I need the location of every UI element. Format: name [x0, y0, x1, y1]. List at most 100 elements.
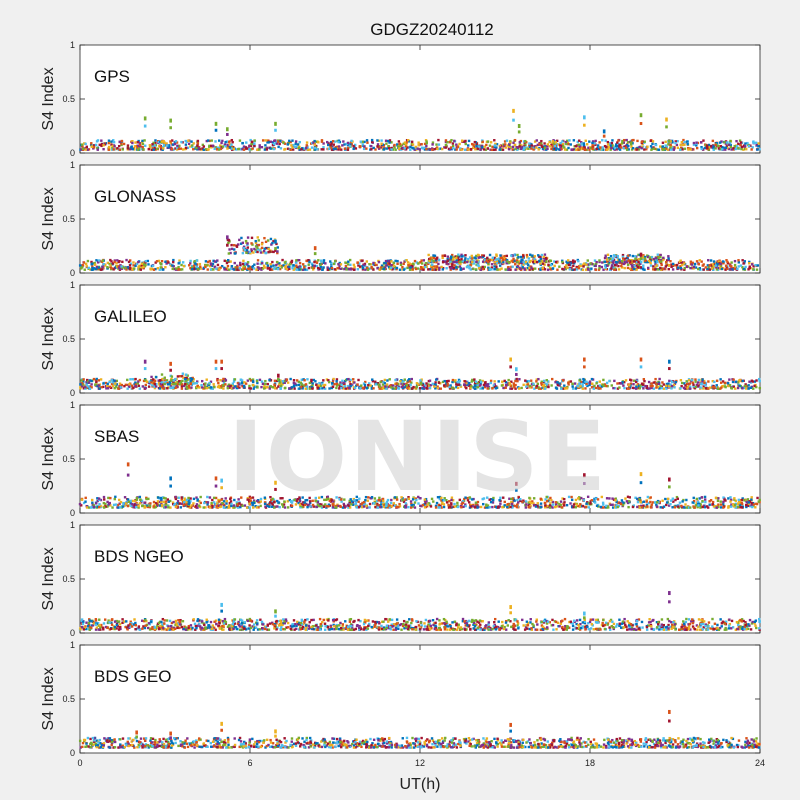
data-point: [570, 495, 573, 499]
spike-point: [583, 365, 586, 369]
data-point: [425, 142, 428, 145]
data-point: [173, 142, 177, 146]
data-point: [116, 265, 119, 268]
data-point: [467, 264, 470, 267]
data-point: [439, 382, 442, 385]
data-point: [472, 386, 475, 389]
data-point: [107, 139, 111, 142]
data-point: [719, 145, 723, 148]
data-point: [291, 139, 294, 142]
data-point: [425, 265, 428, 269]
data-point: [120, 266, 123, 269]
data-point: [201, 147, 204, 150]
data-point: [350, 139, 353, 143]
data-point: [653, 266, 657, 269]
data-point: [347, 384, 350, 388]
data-point: [298, 140, 301, 144]
data-point: [448, 385, 451, 389]
data-point: [150, 381, 153, 384]
data-point: [196, 142, 200, 145]
data-point: [612, 261, 615, 265]
data-point: [334, 146, 337, 149]
data-point: [580, 141, 583, 144]
data-point: [750, 148, 753, 151]
data-point: [540, 382, 543, 385]
data-point: [512, 504, 516, 507]
data-point: [213, 260, 217, 263]
data-point: [320, 140, 324, 143]
data-point: [280, 266, 283, 269]
data-point: [572, 261, 576, 265]
data-point: [486, 140, 490, 143]
data-point: [330, 386, 334, 390]
data-point: [556, 268, 559, 271]
data-point: [179, 268, 182, 271]
data-point: [728, 378, 731, 381]
data-point: [349, 140, 353, 144]
data-point: [153, 385, 156, 388]
data-point: [513, 386, 516, 389]
data-point: [464, 139, 467, 143]
data-point: [423, 142, 427, 146]
data-point: [621, 253, 625, 257]
data-point: [194, 267, 197, 270]
data-point: [402, 383, 406, 386]
data-point: [690, 263, 694, 266]
data-point: [296, 143, 300, 146]
data-point: [241, 147, 244, 151]
data-point: [250, 140, 254, 144]
data-point: [740, 145, 744, 149]
data-point: [227, 252, 231, 255]
data-point: [205, 386, 209, 390]
data-point: [439, 387, 443, 390]
data-point: [219, 147, 223, 151]
data-point: [719, 262, 722, 266]
data-point: [407, 384, 411, 387]
data-point: [424, 265, 427, 269]
data-point: [130, 499, 134, 503]
data-point: [109, 386, 113, 390]
data-point: [468, 256, 472, 259]
data-point: [447, 147, 451, 151]
data-point: [238, 267, 242, 270]
data-point: [708, 386, 712, 389]
data-point: [741, 387, 744, 390]
data-point: [662, 258, 665, 261]
data-point: [669, 143, 672, 146]
data-point: [651, 501, 655, 504]
data-point: [329, 145, 332, 149]
data-point: [180, 385, 184, 388]
data-point: [249, 379, 253, 382]
data-point: [613, 387, 617, 390]
data-point: [324, 262, 327, 265]
data-point: [697, 384, 700, 387]
y-axis-label: S4 Index: [40, 427, 57, 490]
data-point: [451, 258, 455, 261]
data-point: [738, 384, 741, 387]
data-point: [754, 141, 758, 145]
data-point: [526, 263, 530, 266]
data-point: [299, 381, 303, 384]
data-point: [443, 254, 447, 258]
data-point: [643, 140, 646, 143]
data-point: [273, 384, 277, 388]
data-point: [95, 259, 98, 262]
data-point: [524, 139, 527, 143]
data-point: [417, 143, 420, 147]
data-point: [535, 386, 538, 389]
data-point: [579, 264, 582, 268]
data-point: [295, 259, 298, 262]
data-point: [380, 264, 384, 267]
data-point: [529, 504, 532, 508]
data-point: [661, 145, 664, 148]
data-point: [517, 260, 520, 263]
data-point: [126, 144, 130, 147]
data-point: [381, 143, 385, 146]
data-point: [452, 260, 455, 264]
data-point: [113, 259, 117, 262]
data-point: [170, 139, 174, 142]
data-point: [566, 266, 569, 270]
data-point: [92, 377, 96, 381]
data-point: [205, 139, 208, 143]
data-point: [289, 148, 292, 151]
